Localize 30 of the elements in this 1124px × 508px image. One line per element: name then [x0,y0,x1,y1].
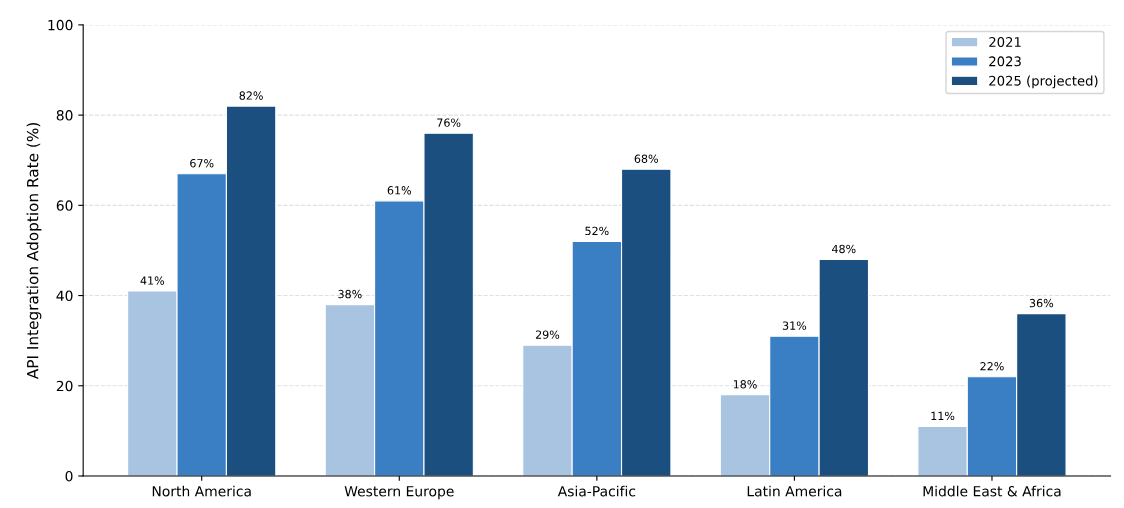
data-label: 31% [782,321,807,330]
legend-label: 2025 (projected) [989,75,1098,89]
data-label: 82% [239,91,263,100]
data-label: 36% [1029,298,1054,308]
data-label: 61% [387,186,412,195]
y-tick-label: 80 [56,110,73,121]
data-label: 48% [831,244,856,254]
y-tick-label: 60 [56,200,73,211]
data-label: 18% [733,380,757,389]
y-tick-label: 100 [48,19,73,31]
data-label: 29% [535,330,560,339]
legend-label: 2023 [989,56,1021,67]
data-label: 68% [634,154,658,163]
data-label: 52% [585,226,609,236]
data-label: 11% [931,411,955,421]
data-label: 76% [437,118,461,127]
y-tick-label: 40 [56,290,73,302]
legend-label: 2021 [989,37,1021,47]
data-label: 67% [190,159,214,168]
x-tick-label: Middle East & Africa [923,485,1061,497]
x-tick-label: Latin America [747,485,842,497]
data-label: 41% [140,276,165,285]
y-tick-label: 0 [65,470,73,482]
x-tick-label: Western Europe [344,486,454,500]
y-axis-title: API Integration Adoption Rate (%) [26,123,42,380]
data-label: 38% [338,289,362,299]
x-tick-label: Asia-Pacific [557,485,636,497]
x-tick-label: North America [152,485,251,497]
y-tick-label: 20 [56,380,73,392]
data-label: 22% [980,362,1004,371]
